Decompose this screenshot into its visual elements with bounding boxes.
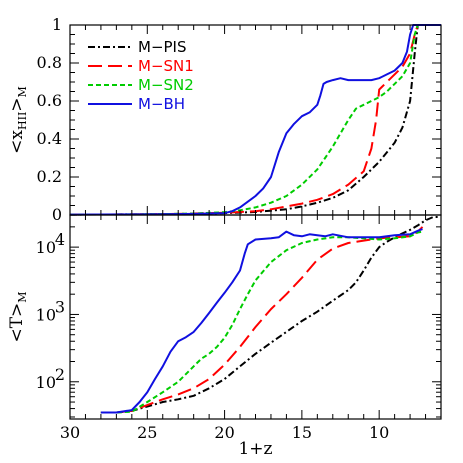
- x-tick-label: 20: [214, 423, 234, 442]
- y-tick-exponent: 2: [55, 365, 65, 384]
- series-line-bottom-3: [100, 228, 423, 414]
- y-tick-label: 10: [36, 305, 56, 324]
- top-y-axis-label: <xHII>M: [7, 86, 29, 154]
- top-series-curves: [69, 24, 441, 216]
- top-y-tick-labels: 0 0.2 0.4 0.6 0.8 1: [37, 15, 62, 224]
- bottom-ylabel-subM: M: [16, 291, 29, 302]
- y-tick-label: 0: [52, 205, 62, 224]
- bottom-ylabel-main: <T>: [7, 303, 27, 343]
- y-tick-label: 0.8: [37, 53, 62, 72]
- bottom-axis-ticks: [69, 214, 441, 419]
- series-line-top-0: [69, 24, 441, 216]
- y-tick-label: 1: [52, 15, 62, 34]
- legend-label: M−SN1: [138, 57, 194, 75]
- x-tick-label: 15: [292, 423, 312, 442]
- series-line-top-2: [69, 24, 441, 216]
- legend-label: M−BH: [138, 95, 185, 113]
- y-tick-exponent: 3: [55, 297, 65, 316]
- bottom-y-axis-label: <T>M: [7, 291, 29, 342]
- top-ylabel-sub: HII: [16, 112, 29, 130]
- series-line-bottom-2: [100, 230, 423, 414]
- bottom-plot-frame: [69, 214, 442, 420]
- x-axis-label: 1+z: [238, 439, 272, 459]
- x-tick-label: 30: [60, 423, 80, 442]
- y-tick-exponent: 4: [55, 230, 65, 249]
- y-tick-label: 0.2: [37, 167, 62, 186]
- panel-ionized-fraction: 0 0.2 0.4 0.6 0.8 1 <xHII>M M−PISM−SN1M−SN2M−…: [7, 15, 442, 224]
- top-ylabel-subM: M: [16, 86, 29, 97]
- top-ylabel-main: <x: [7, 130, 27, 154]
- series-line-top-1: [69, 24, 441, 216]
- series-line-top-3: [69, 24, 441, 216]
- bottom-series-curves: [100, 216, 441, 414]
- y-tick-label: 10: [36, 373, 56, 392]
- legend-label: M−PIS: [138, 38, 187, 56]
- legend-label: M−SN2: [138, 76, 194, 94]
- top-axis-ticks: [69, 24, 441, 216]
- top-plot-frame: [69, 24, 442, 216]
- y-tick-label: 0.6: [37, 91, 62, 110]
- x-tick-label: 25: [137, 423, 157, 442]
- x-tick-label: 10: [369, 423, 389, 442]
- x-tick-labels: 30 25 20 15 10: [60, 423, 390, 442]
- top-ylabel-suffix: >: [7, 97, 27, 111]
- y-tick-label: 10: [36, 238, 56, 257]
- series-line-bottom-0: [100, 216, 441, 414]
- series-line-bottom-1: [100, 226, 424, 414]
- y-tick-label: 0.4: [37, 129, 62, 148]
